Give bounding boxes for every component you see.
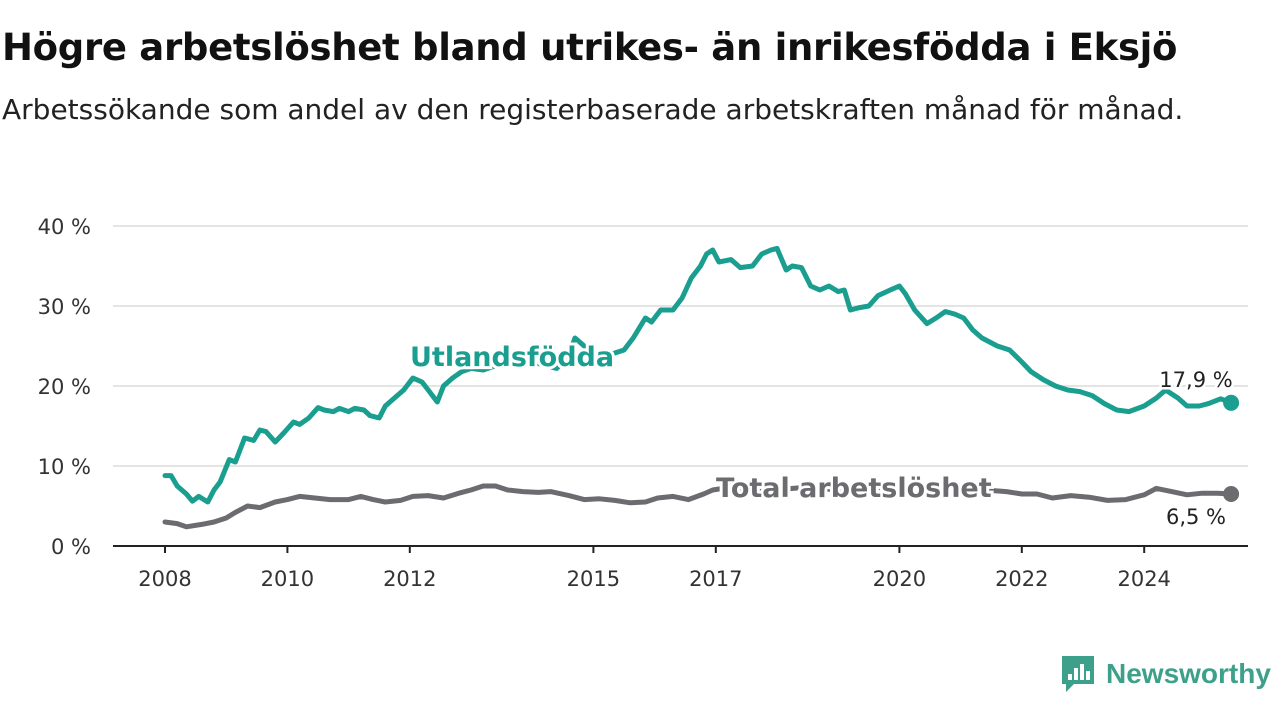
end-value-label: 17,9 % [1159,368,1232,392]
x-tick-label: 2020 [873,567,926,591]
series-end-point [1223,486,1240,502]
series-line-total [162,483,1234,530]
y-tick-label: 40 % [38,215,91,239]
brand-name: Newsworthy [1106,658,1271,689]
x-tick-label: 2022 [995,567,1048,591]
series-end-point [1223,394,1240,411]
series-label: Total arbetslöshet [716,473,992,504]
series-line-utlandsfodda [162,245,1234,505]
y-tick-label: 30 % [38,295,91,319]
x-tick-label: 2015 [567,567,620,591]
y-axis-labels: 0 % 10 % 20 % 30 % 40 % [38,215,91,559]
x-tick-label: 2010 [261,567,314,591]
newsworthy-logo-icon [1062,656,1094,692]
x-tick-label: 2012 [383,567,436,591]
series-labels: Utlandsfödda Total arbetslöshet 17,9 % 6,5 … [407,339,1235,532]
brand: Newsworthy [1060,654,1271,694]
y-tick-label: 10 % [38,455,91,479]
series-label: Utlandsfödda [410,342,614,373]
x-tick-label: 2024 [1117,567,1170,591]
end-value-label: 6,5 % [1166,505,1226,529]
chart-title: Högre arbetslöshet bland utrikes- än inr… [2,26,1178,69]
y-tick-label: 20 % [38,375,91,399]
x-axis: 2008 2010 2012 2015 2017 2020 2022 2024 [113,545,1248,591]
x-tick-label: 2008 [138,567,191,591]
y-tick-label: 0 % [51,535,91,559]
series-lines [162,245,1240,530]
x-tick-label: 2017 [689,567,742,591]
chart-subtitle: Arbetssökande som andel av den registerb… [2,93,1184,126]
